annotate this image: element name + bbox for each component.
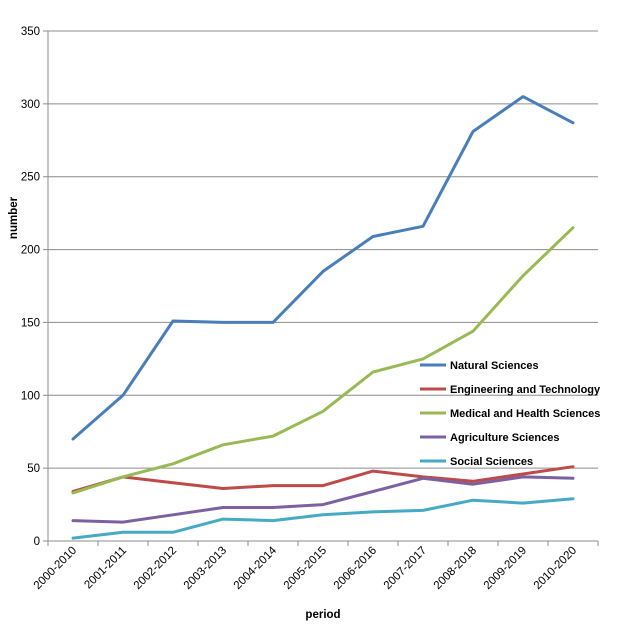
series-line — [71, 465, 575, 493]
series-line — [71, 475, 575, 524]
y-axis-title: number — [8, 196, 20, 239]
legend-label: Social Sciences — [450, 456, 533, 468]
legend-label: Medical and Health Sciences — [450, 408, 600, 420]
x-tick-label: 2003-2013 — [182, 545, 229, 592]
x-tick-label: 2005-2015 — [282, 545, 329, 592]
x-tick-label: 2001-2011 — [82, 545, 129, 592]
legend-label: Engineering and Technology — [450, 384, 601, 396]
y-tick-label: 200 — [21, 245, 40, 257]
legend-label: Agriculture Sciences — [450, 432, 559, 444]
y-tick-label: 350 — [21, 26, 40, 38]
x-tick-labels: 2000-2010 2001-2011 2002-2012 2003-2013 2004… — [32, 544, 579, 592]
y-tick-label: 100 — [21, 390, 40, 402]
legend-label: Natural Sciences — [450, 360, 539, 372]
x-tick-label: 2009-2019 — [482, 545, 529, 592]
x-tick-label: 2000-2010 — [32, 545, 79, 592]
x-tick-label: 2008-2018 — [432, 545, 479, 592]
x-tick-label: 2004-2014 — [232, 544, 280, 592]
x-tick-label: 2007-2017 — [382, 545, 429, 592]
series-line — [71, 497, 575, 540]
y-tick-label: 250 — [21, 172, 40, 184]
x-tick-label: 2002-2012 — [132, 545, 179, 592]
y-tick-label: 300 — [21, 99, 40, 111]
x-tick-label: 2010-2020 — [532, 545, 579, 592]
y-tick-label: 150 — [21, 317, 40, 329]
y-tick-labels: 0 50 100 150 200 250 300 350 — [21, 26, 40, 548]
series-line — [71, 95, 575, 441]
series-line — [71, 226, 575, 495]
x-tick-label: 2006-2016 — [332, 545, 379, 592]
legend: Natural Sciences Engineering and Technolo… — [420, 360, 601, 468]
series-lines — [71, 95, 575, 540]
y-tick-label: 50 — [27, 463, 40, 475]
gridlines — [48, 30, 598, 469]
y-tick-label: 0 — [34, 536, 40, 548]
x-axis-title: period — [305, 609, 340, 621]
axes — [43, 30, 599, 546]
